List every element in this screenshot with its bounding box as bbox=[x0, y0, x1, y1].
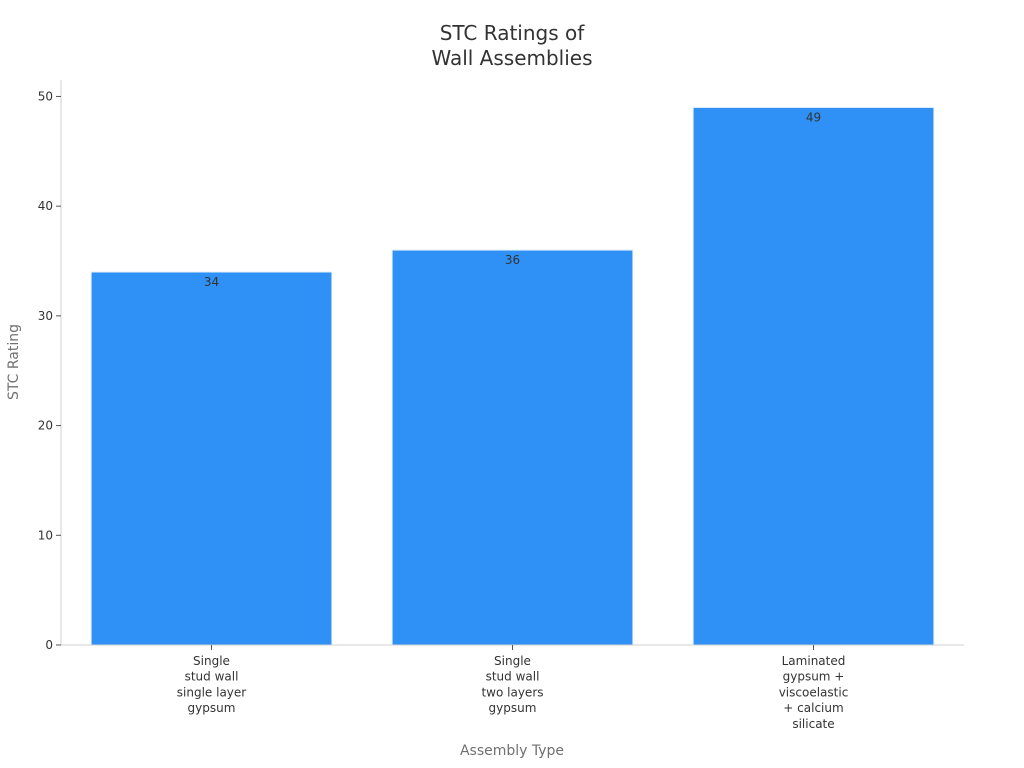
x-tick-label: Laminated gypsum + viscoelastic + calcium si… bbox=[779, 654, 849, 731]
chart-title-line: STC Ratings of bbox=[440, 21, 586, 45]
x-tick-label-line: Single bbox=[494, 654, 531, 668]
x-tick-label-line: stud wall bbox=[486, 670, 540, 684]
x-tick-label-line: gypsum bbox=[188, 701, 236, 715]
y-tick-label: 20 bbox=[38, 419, 53, 433]
x-tick-label-line: + calcium bbox=[783, 701, 843, 715]
y-tick-label: 50 bbox=[38, 89, 53, 103]
y-axis-title: STC Rating bbox=[6, 324, 22, 400]
y-axis-ticks: 0 10 20 30 40 50 bbox=[38, 89, 61, 652]
bar bbox=[90, 271, 333, 646]
x-tick-label-line: viscoelastic bbox=[779, 685, 849, 699]
y-tick-label: 10 bbox=[38, 528, 53, 542]
x-tick-label-line: Laminated bbox=[782, 654, 846, 668]
x-tick-label-line: gypsum + bbox=[783, 670, 845, 684]
bars bbox=[90, 106, 935, 646]
x-tick-label-line: two layers bbox=[481, 685, 543, 699]
y-tick-label: 0 bbox=[45, 638, 53, 652]
x-tick-label-line: single layer bbox=[177, 685, 247, 699]
data-label: 36 bbox=[505, 253, 520, 267]
data-labels: 34 36 49 bbox=[204, 110, 821, 289]
data-label: 34 bbox=[204, 275, 219, 289]
data-label: 49 bbox=[806, 110, 821, 124]
x-tick-label-line: gypsum bbox=[489, 701, 537, 715]
x-tick-label-line: Single bbox=[193, 654, 230, 668]
x-tick-label: Single stud wall single layer gypsum bbox=[177, 654, 247, 715]
x-tick-label-line: stud wall bbox=[185, 670, 239, 684]
bar bbox=[692, 106, 935, 646]
bar bbox=[391, 249, 634, 646]
x-tick-label: Single stud wall two layers gypsum bbox=[481, 654, 543, 715]
x-axis-title: Assembly Type bbox=[460, 743, 564, 759]
x-tick-label-line: silicate bbox=[792, 717, 834, 731]
y-tick-label: 30 bbox=[38, 309, 53, 323]
y-tick-label: 40 bbox=[38, 199, 53, 213]
chart-title-line: Wall Assemblies bbox=[431, 46, 592, 70]
